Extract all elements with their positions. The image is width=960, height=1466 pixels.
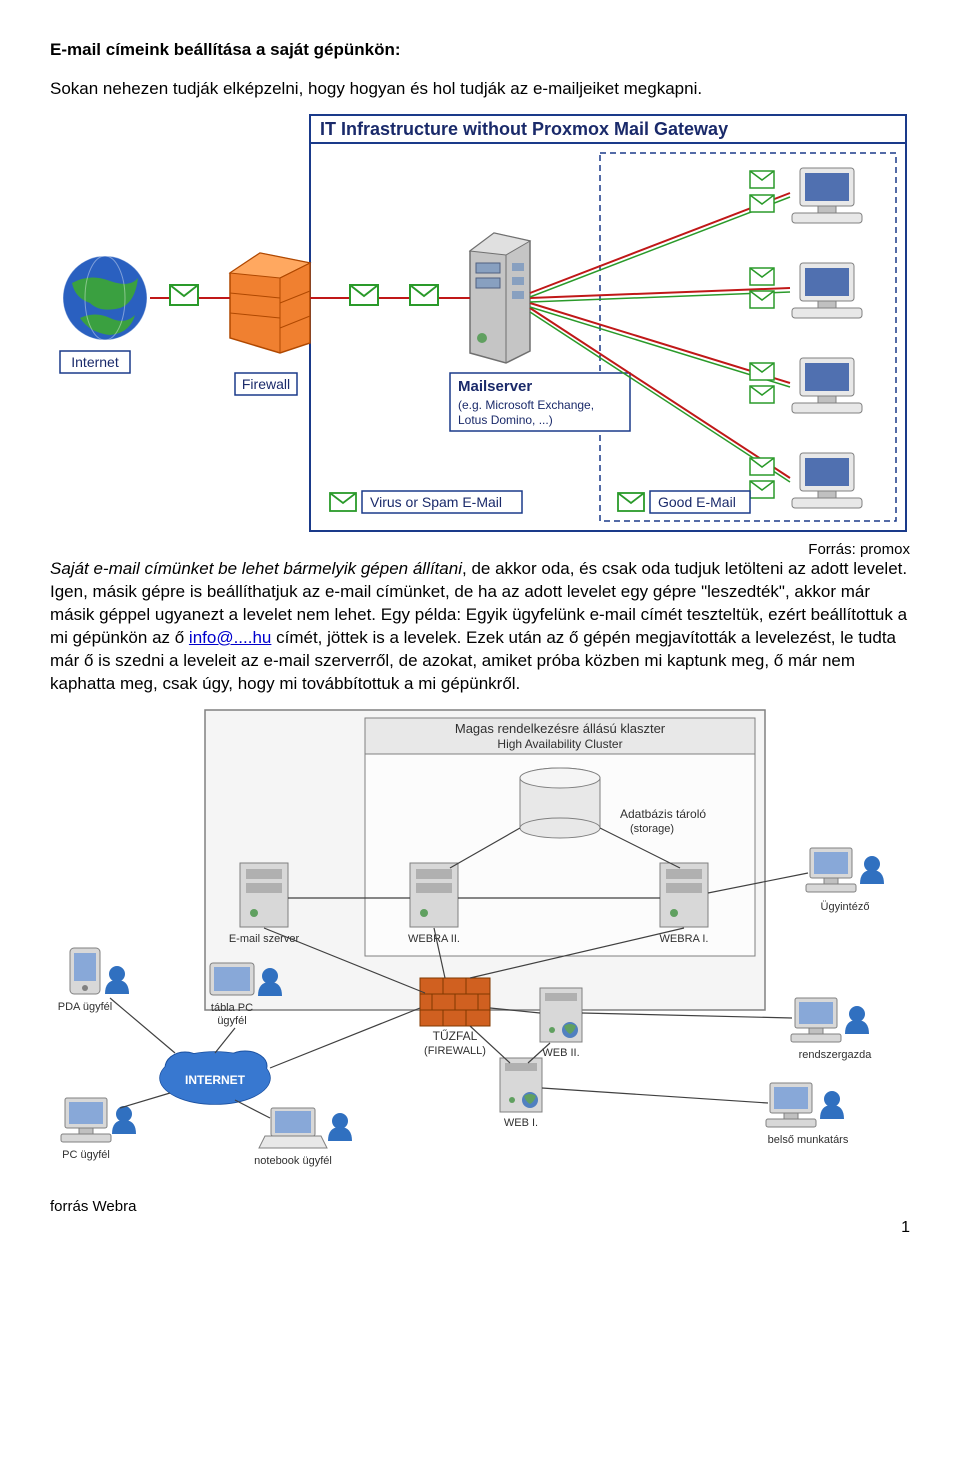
page-number: 1 xyxy=(50,1219,910,1237)
firewall-label: Firewall xyxy=(242,376,290,392)
pda-icon xyxy=(70,948,100,994)
d2-line xyxy=(120,1093,170,1108)
pc-icon xyxy=(61,1098,111,1142)
d2-web2: WEB II. xyxy=(542,1047,579,1059)
envelope-icon xyxy=(750,268,774,285)
pc-icon xyxy=(806,848,856,892)
person-icon xyxy=(112,1106,136,1134)
virus-label: Virus or Spam E-Mail xyxy=(370,494,502,510)
server-icon xyxy=(540,988,582,1042)
internet-globe-icon xyxy=(63,256,147,340)
client-pc-icon xyxy=(792,263,862,318)
body-italic: Saját e-mail címünket be lehet bármelyik… xyxy=(50,559,462,578)
pc-icon xyxy=(791,998,841,1042)
mailserver-label-box: Mailserver (e.g. Microsoft Exchange, Lot… xyxy=(450,373,630,431)
notebook-icon xyxy=(259,1108,327,1148)
internet-cloud-icon: INTERNET xyxy=(160,1051,270,1104)
envelope-icon xyxy=(750,171,774,188)
envelope-icon xyxy=(350,285,378,305)
d2-sysadmin: rendszergazda xyxy=(799,1049,873,1061)
mailserver-icon xyxy=(470,233,530,363)
d2-email-server: E-mail szerver xyxy=(229,933,300,945)
diagram-1-svg: IT Infrastructure without Proxmox Mail G… xyxy=(50,113,910,533)
intro-paragraph: Sokan nehezen tudják elképzelni, hogy ho… xyxy=(50,78,910,101)
pc-icon xyxy=(766,1083,816,1127)
envelope-icon xyxy=(750,291,774,308)
diagram-2-svg: Magas rendelkezésre állású klaszter High… xyxy=(50,708,910,1168)
tablet-icon xyxy=(210,963,254,995)
good-label: Good E-Mail xyxy=(658,494,736,510)
envelope-icon xyxy=(750,481,774,498)
d2-cluster-title2: High Availability Cluster xyxy=(497,737,622,751)
d2-webra1: WEBRA I. xyxy=(660,933,709,945)
client-pc-icon xyxy=(792,168,862,223)
d2-viewer: Ügyintéző xyxy=(821,901,870,913)
server-icon xyxy=(660,863,708,927)
diagram-1: IT Infrastructure without Proxmox Mail G… xyxy=(50,113,910,533)
d2-firewall2: (FIREWALL) xyxy=(424,1045,486,1057)
envelope-icon xyxy=(750,458,774,475)
d2-web1: WEB I. xyxy=(504,1117,538,1129)
mailserver-sub2: Lotus Domino, ...) xyxy=(458,413,553,427)
d2-pc: PC ügyfél xyxy=(62,1149,110,1161)
person-icon xyxy=(860,856,884,884)
d2-notebook: notebook ügyfél xyxy=(254,1155,332,1167)
firewall-icon xyxy=(420,978,490,1026)
d2-line xyxy=(542,1088,768,1103)
d2-tablet-l1: tábla PC xyxy=(211,1002,253,1014)
envelope-icon xyxy=(618,493,644,511)
page-title: E-mail címeink beállítása a saját gépünk… xyxy=(50,40,910,60)
d2-line xyxy=(582,1013,792,1018)
d2-firewall1: TŰZFAL xyxy=(433,1028,478,1043)
d2-line xyxy=(235,1100,270,1118)
d2-storage-label2: (storage) xyxy=(630,823,674,835)
footer-source: forrás Webra xyxy=(50,1198,910,1215)
d2-internal: belső munkatárs xyxy=(768,1134,849,1146)
d2-internet-label: INTERNET xyxy=(185,1073,246,1087)
mailserver-sub1: (e.g. Microsoft Exchange, xyxy=(458,398,594,412)
storage-icon xyxy=(520,768,600,838)
firewall-icon xyxy=(230,253,310,353)
internet-label: Internet xyxy=(71,354,119,370)
envelope-icon xyxy=(330,493,356,511)
d2-line xyxy=(215,1028,235,1053)
server-icon xyxy=(410,863,458,927)
d2-line xyxy=(270,1008,420,1068)
d2-storage-label1: Adatbázis tároló xyxy=(620,807,706,821)
server-icon xyxy=(240,863,288,927)
mailserver-title: Mailserver xyxy=(458,378,532,395)
envelope-icon xyxy=(750,363,774,380)
server-icon xyxy=(500,1058,542,1112)
client-pc-icon xyxy=(792,453,862,508)
person-icon xyxy=(328,1113,352,1141)
person-icon xyxy=(845,1006,869,1034)
d2-webra2: WEBRA II. xyxy=(408,933,460,945)
title-colon: : xyxy=(395,40,401,59)
body-paragraph: Saját e-mail címünket be lehet bármelyik… xyxy=(50,558,910,696)
diagram-2: Magas rendelkezésre állású klaszter High… xyxy=(50,708,910,1168)
title-text: E-mail címeink beállítása a saját gépünk… xyxy=(50,40,395,59)
d2-cluster-title1: Magas rendelkezésre állású klaszter xyxy=(455,721,666,736)
envelope-icon xyxy=(750,195,774,212)
source-1: Forrás: promox xyxy=(50,541,910,558)
d2-tablet-l2: ügyfél xyxy=(217,1015,246,1027)
envelope-icon xyxy=(170,285,198,305)
email-link[interactable]: info@....hu xyxy=(189,628,271,647)
envelope-icon xyxy=(410,285,438,305)
diagram1-title: IT Infrastructure without Proxmox Mail G… xyxy=(320,119,728,139)
d2-line xyxy=(110,998,175,1053)
d2-pda: PDA ügyfél xyxy=(58,1001,112,1013)
person-icon xyxy=(105,966,129,994)
envelope-icon xyxy=(750,386,774,403)
client-pc-icon xyxy=(792,358,862,413)
person-icon xyxy=(820,1091,844,1119)
